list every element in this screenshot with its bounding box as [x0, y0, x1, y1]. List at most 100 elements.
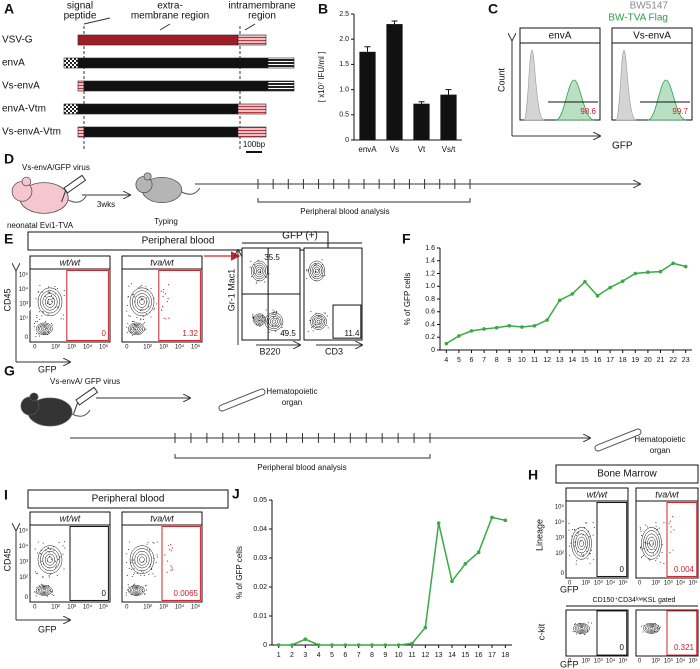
data-point — [356, 643, 361, 647]
data-point — [595, 294, 600, 298]
event — [154, 575, 156, 577]
data-point — [658, 269, 663, 274]
contour — [36, 585, 53, 596]
event — [575, 623, 577, 625]
label: Hematopoietic — [266, 387, 317, 396]
gfp-event — [166, 571, 168, 573]
gate-value: 0 — [102, 329, 107, 338]
event — [156, 556, 158, 558]
contour — [573, 530, 590, 557]
gfp-event — [163, 291, 165, 293]
event — [156, 541, 158, 543]
event — [55, 560, 57, 562]
gate-value: 0.004 — [674, 565, 695, 574]
x-tick-label: 10⁴ — [83, 604, 93, 611]
event — [589, 553, 591, 555]
event — [146, 543, 148, 545]
y-tick-label: 1.5 — [339, 61, 349, 68]
gate — [69, 526, 109, 601]
x-tick-label: 10³ — [67, 605, 76, 611]
event — [589, 563, 591, 565]
data-point — [444, 341, 449, 346]
event — [149, 550, 151, 552]
gfp-event — [164, 554, 166, 556]
event — [249, 266, 251, 268]
event — [126, 589, 128, 591]
y-tick-label: 0.02 — [253, 584, 267, 591]
event — [326, 315, 328, 317]
event — [147, 541, 149, 543]
leader — [244, 23, 256, 31]
event — [47, 584, 49, 586]
contour — [136, 296, 148, 308]
gfp-event — [668, 522, 670, 524]
event — [309, 320, 311, 322]
event — [39, 319, 41, 321]
event — [38, 291, 40, 293]
event — [640, 530, 642, 532]
event — [54, 293, 56, 295]
x-tick-label: 10² — [652, 581, 661, 587]
contour — [315, 318, 322, 326]
x-tick-label: 7 — [482, 357, 486, 364]
section-title: Bone Marrow — [597, 469, 657, 480]
event — [145, 286, 147, 288]
event — [661, 552, 663, 554]
contour — [132, 588, 140, 593]
contour — [311, 314, 326, 329]
event — [646, 526, 648, 528]
gfp-event — [170, 569, 172, 571]
panel-letter: A — [4, 1, 14, 17]
axis-label: CD45 — [2, 288, 12, 311]
syringe — [63, 174, 87, 194]
event — [251, 315, 253, 317]
label: Peripheral blood analysis — [257, 463, 346, 472]
gate-value: 98.6 — [580, 107, 596, 116]
event — [592, 522, 594, 524]
contour — [257, 318, 261, 322]
event — [585, 534, 587, 536]
data-point — [490, 515, 494, 520]
gfp-event — [171, 569, 174, 571]
event — [140, 318, 142, 320]
contour — [42, 293, 58, 311]
x-tick-label: 3 — [303, 652, 307, 659]
contour — [42, 589, 47, 592]
event — [126, 310, 128, 312]
mouse-tail — [67, 195, 87, 203]
event — [641, 557, 643, 559]
legend-entry: BW-TVA Flag — [608, 13, 668, 24]
event — [584, 633, 586, 635]
x-tick-label: 0 — [125, 605, 129, 611]
x-tick-label: 4 — [444, 357, 448, 364]
event — [265, 309, 267, 311]
event — [284, 329, 286, 331]
data-point — [396, 643, 401, 647]
data-point — [583, 279, 587, 284]
event — [139, 296, 141, 298]
gate-label: CD150⁺CD34ˡᵒʷKSL gated — [593, 597, 676, 604]
spacer — [11, 285, 41, 351]
event — [639, 527, 641, 529]
event — [141, 308, 143, 310]
gate-value: 49.5 — [280, 329, 296, 338]
event — [277, 325, 279, 327]
plot-title: envA — [549, 31, 572, 42]
y-tick-label: 0 — [263, 642, 267, 649]
contour — [252, 262, 267, 280]
event — [319, 322, 321, 324]
gfp-event — [673, 529, 675, 531]
event — [50, 549, 52, 551]
event — [315, 312, 317, 314]
construct-label: envA-Vtm — [2, 104, 46, 115]
gfp-event — [167, 298, 169, 300]
x-tick-label: 10² — [51, 345, 60, 351]
event — [643, 554, 645, 556]
bone — [595, 429, 641, 451]
event — [306, 270, 308, 272]
event — [663, 562, 665, 564]
event — [34, 571, 36, 573]
x-tick-label: 15 — [581, 357, 589, 364]
data-point — [608, 285, 612, 290]
event — [585, 522, 587, 524]
